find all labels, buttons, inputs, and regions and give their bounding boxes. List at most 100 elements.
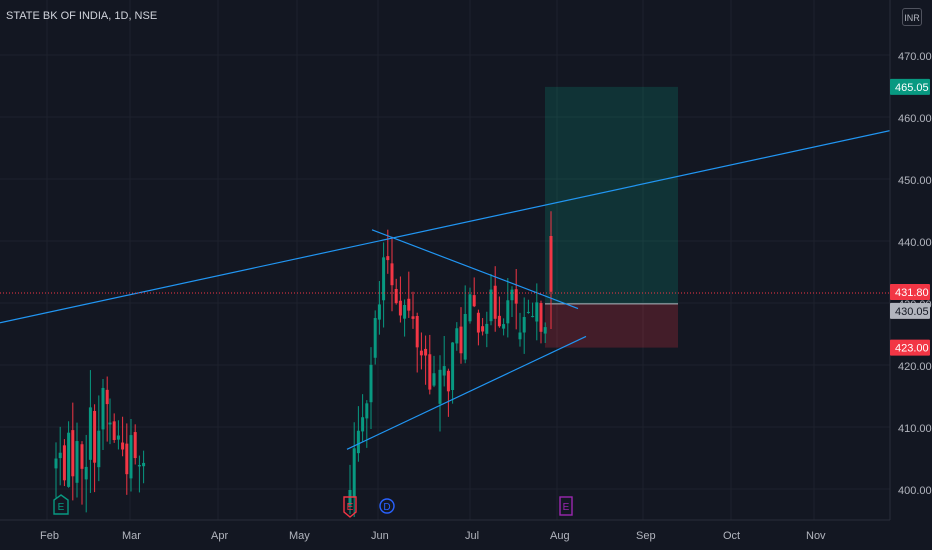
candle-body <box>386 256 390 261</box>
price-badge-label: 431.80 <box>895 287 929 299</box>
candle-body <box>84 466 88 480</box>
candles <box>54 211 553 518</box>
candle-body <box>455 328 459 344</box>
price-badge-label: 423.00 <box>895 343 929 355</box>
candle-body <box>403 304 407 319</box>
price-badge-label: 465.05 <box>895 82 929 94</box>
earnings-marker[interactable]: E <box>559 496 573 516</box>
profit-zone <box>545 86 678 304</box>
candle-body <box>369 364 373 403</box>
price-badge: 465.05 <box>890 78 930 95</box>
candle-body <box>485 323 489 334</box>
candle-body <box>58 452 62 459</box>
candle-body <box>415 316 419 348</box>
trendline <box>0 130 891 324</box>
price-tick-label: 440.00 <box>898 237 932 249</box>
earnings-marker[interactable]: E <box>343 496 357 518</box>
event-marker-label: E <box>563 502 570 513</box>
candle-body <box>93 410 97 463</box>
candle-body <box>531 316 535 318</box>
dividend-marker[interactable]: D <box>379 498 395 514</box>
candle-body <box>101 387 105 430</box>
time-tick-label: Jul <box>465 530 479 542</box>
candle-body <box>97 430 101 468</box>
candle-body <box>481 326 485 332</box>
candle-body <box>468 294 472 322</box>
candle-body <box>142 462 146 467</box>
loss-zone <box>545 303 678 348</box>
candle-body <box>71 430 75 477</box>
candle-body <box>121 442 125 450</box>
time-axis <box>0 520 932 550</box>
candle-body <box>428 354 432 390</box>
candle-body <box>543 327 547 334</box>
price-tick-label: 420.00 <box>898 361 932 373</box>
candle-body <box>394 288 398 304</box>
candle-body <box>356 430 360 454</box>
price-tick-label: 450.00 <box>898 175 932 187</box>
candle-body <box>535 302 539 322</box>
symbol-title: STATE BK OF INDIA, 1D, NSE <box>6 10 158 22</box>
candle-body <box>377 304 381 320</box>
candle-body <box>390 263 394 286</box>
time-tick-label: Jun <box>371 530 389 542</box>
time-tick-label: Sep <box>636 530 656 542</box>
candle-body <box>476 312 480 333</box>
price-tick-label: 400.00 <box>898 485 932 497</box>
earnings-marker[interactable]: E <box>53 494 69 515</box>
candle-body <box>459 326 463 354</box>
price-tick-label: 470.00 <box>898 51 932 63</box>
event-marker-label: D <box>383 502 390 513</box>
candle-body <box>411 316 415 319</box>
candle-body <box>419 350 423 356</box>
candle-body <box>539 303 543 332</box>
time-tick-label: Aug <box>550 530 570 542</box>
candle-body <box>510 289 514 301</box>
candle-body <box>502 324 506 329</box>
candle-body <box>472 295 476 307</box>
candle-body <box>62 445 66 481</box>
candle-body <box>373 318 377 358</box>
time-tick-label: May <box>289 530 310 542</box>
candle-body <box>407 298 411 311</box>
candle-body <box>352 448 356 497</box>
event-marker-label: E <box>347 502 354 513</box>
time-tick-label: Mar <box>122 530 141 542</box>
time-tick-label: Oct <box>723 530 740 542</box>
candle-body <box>105 389 109 405</box>
candle-body <box>518 332 522 340</box>
candle-body <box>129 435 133 479</box>
candle-body <box>506 300 510 324</box>
candle-body <box>116 435 120 440</box>
price-badge-bg <box>890 78 930 95</box>
candle-body <box>137 465 141 467</box>
trendline <box>371 229 579 310</box>
candle-body <box>497 315 501 327</box>
time-tick-label: Apr <box>211 530 228 542</box>
candle-body <box>514 289 518 304</box>
candle-body <box>451 342 455 391</box>
candle-body <box>88 407 92 460</box>
candle-body <box>493 285 497 319</box>
price-badge-bg <box>890 339 930 356</box>
candle-body <box>133 432 137 459</box>
price-tick-label: 460.00 <box>898 113 932 125</box>
trendline <box>346 335 587 450</box>
candle-body <box>438 369 442 404</box>
price-badge: 430.05 <box>890 302 930 319</box>
candle-body <box>361 417 365 432</box>
event-marker-label: E <box>58 502 65 513</box>
candle-body <box>108 422 112 425</box>
price-badge: 431.80 <box>890 284 930 301</box>
candle-body <box>432 373 436 386</box>
candle-body <box>446 370 450 392</box>
time-tick-label: Nov <box>806 530 826 542</box>
currency-button[interactable]: INR <box>902 8 922 26</box>
candle-body <box>365 403 369 419</box>
candle-body <box>424 348 428 356</box>
candle-body <box>382 257 386 301</box>
candle-body <box>489 289 493 322</box>
candle-body <box>522 317 526 333</box>
